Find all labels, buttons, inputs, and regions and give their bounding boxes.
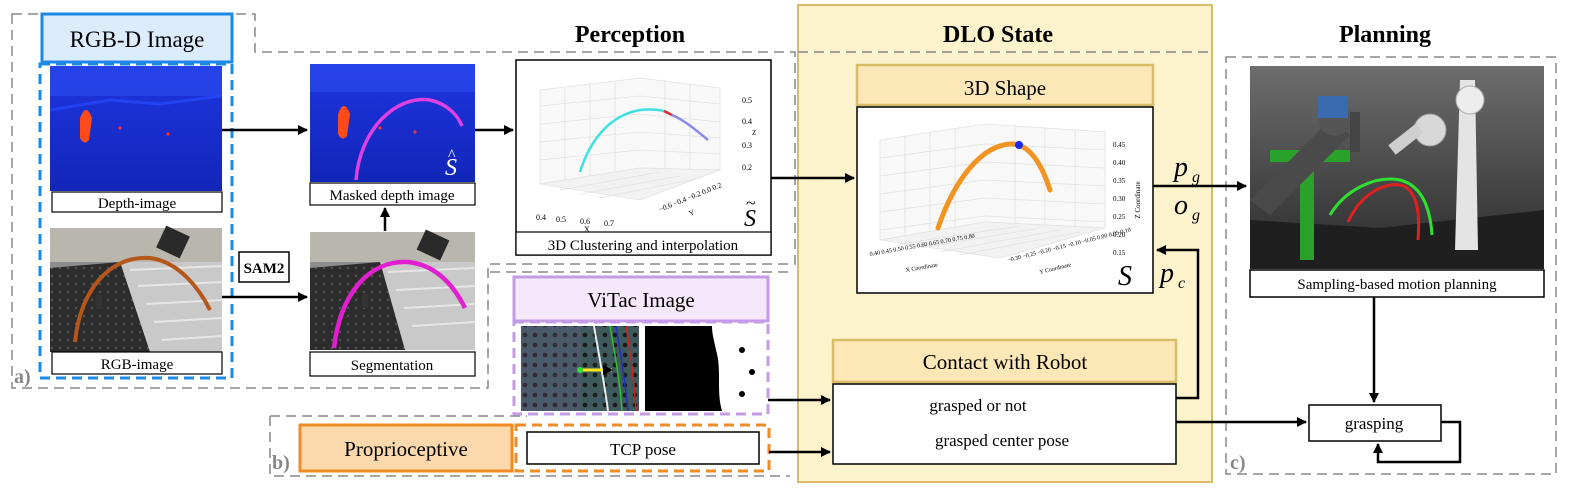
clustering-z-tick-1: 0.4: [742, 117, 752, 126]
planning-caption-box: [1249, 269, 1545, 298]
proprio-title-box: [298, 423, 514, 473]
clustering-curve-red: [663, 109, 673, 117]
rgbd-frame: [38, 62, 234, 380]
shape3d-z-tick-2: 0.35: [1113, 177, 1126, 185]
depth-caption-box: [51, 191, 223, 213]
segmentation-image: [310, 229, 476, 350]
contact-title: Contact with Robot: [923, 350, 1088, 374]
contact-box: [832, 383, 1177, 465]
panel-label-c: c): [1230, 452, 1246, 474]
shape3d-s-label: S: [1118, 261, 1132, 292]
vitac-binary-image: [645, 326, 761, 411]
shape3d-z-tick-0: 0.45: [1113, 141, 1126, 149]
rgbd-title: RGB-D Image: [70, 27, 205, 52]
region-a-outline: [11, 13, 796, 389]
tcp-label: TCP pose: [610, 440, 676, 459]
masked-depth-image: [310, 64, 475, 182]
vitac-tactile-image: [521, 325, 639, 412]
panel-label-b: b): [272, 452, 290, 474]
tcp-box: [526, 431, 760, 465]
heading-planning: Planning: [1339, 22, 1431, 48]
planning-sim-image: [1250, 66, 1544, 269]
label-pg-sub: g: [1192, 169, 1200, 186]
clustering-x-tick-2: 0.6: [580, 217, 590, 226]
clustering-caption: 3D Clustering and interpolation: [548, 238, 739, 254]
clustering-x-tick-0: 0.4: [536, 213, 546, 222]
segmentation-caption-box: [309, 351, 476, 377]
shape3d-title: 3D Shape: [964, 76, 1046, 100]
clustering-caption-box: [515, 231, 772, 256]
sam2-box: [238, 251, 290, 283]
shape3d-z-tick-6: 0.15: [1113, 249, 1126, 257]
region-outlines: [11, 13, 1557, 477]
vitac-frame: [512, 320, 770, 416]
arrow-grasping-loop: [1373, 420, 1462, 464]
shape3d-x-axis: X Coordinate: [905, 262, 938, 274]
rgb-image: [50, 225, 223, 352]
contact-line1: grasped or not: [929, 396, 1027, 415]
shape3d-title-box: [855, 63, 1155, 107]
rgbd-title-box: [40, 12, 234, 64]
depth-caption: Depth-image: [98, 196, 177, 212]
shape3d-z-tick-5: 0.20: [1113, 231, 1126, 239]
masked-caption: Masked depth image: [330, 188, 455, 204]
region-c-outline: [1225, 56, 1557, 475]
clustering-z-tick-0: 0.5: [742, 96, 752, 105]
contact-line2: grasped center pose: [935, 431, 1069, 450]
region-b-outline: [269, 416, 790, 477]
clustering-z-tick-2: 0.3: [742, 141, 752, 150]
planning-caption: Sampling-based motion planning: [1297, 277, 1497, 293]
arrow-contact-to-shape: [1156, 245, 1200, 400]
contact-title-box: [831, 338, 1178, 384]
clustering-z-axis: Z: [752, 129, 756, 137]
arrows: [222, 125, 1462, 464]
clustering-x-axis: X: [584, 225, 590, 234]
segmentation-caption: Segmentation: [351, 358, 434, 374]
vitac-title-box: [512, 275, 770, 323]
clustering-z-tick-3: 0.2: [742, 163, 752, 172]
shape3d-z-axis: Z Coordinate: [1134, 181, 1142, 218]
shape3d-curve: [935, 141, 1053, 231]
clustering-curve-purple: [671, 113, 709, 141]
panel-label-a: a): [14, 366, 31, 388]
clustering-x-tick-1: 0.5: [556, 215, 566, 224]
shape3d-plot: [879, 123, 1106, 259]
masked-caption-box: [309, 182, 476, 206]
grasping-box: [1308, 404, 1442, 442]
label-pg: p: [1172, 152, 1188, 183]
shape3d-grasp-point: [1015, 141, 1023, 149]
rgb-caption-box: [51, 351, 223, 375]
shape3d-z-tick-4: 0.25: [1113, 213, 1126, 221]
heading-dlo-state: DLO State: [943, 22, 1053, 48]
s-tilde-accent: ~: [746, 193, 756, 213]
shape3d-z-tick-1: 0.40: [1113, 159, 1126, 167]
shape3d-z-tick-3: 0.30: [1113, 195, 1126, 203]
label-pc: p: [1158, 258, 1174, 289]
label-og: o: [1174, 190, 1188, 221]
s-hat-accent: ^: [448, 147, 456, 164]
vitac-title: ViTac Image: [587, 288, 694, 312]
label-pc-sub: c: [1178, 275, 1185, 292]
heading-perception: Perception: [575, 22, 685, 48]
tcp-frame: [514, 423, 771, 473]
rgb-caption: RGB-image: [101, 357, 174, 373]
clustering-x-tick-3: 0.7: [604, 219, 614, 228]
clustering-y-axis: Y: [687, 207, 696, 218]
grasping-label: grasping: [1345, 414, 1404, 433]
s-hat-label: S: [445, 155, 457, 181]
label-og-sub: g: [1192, 207, 1200, 224]
proprio-title: Proprioceptive: [344, 437, 468, 461]
s-tilde-label: S: [744, 206, 756, 232]
depth-image: [49, 66, 223, 191]
sam2-label: SAM2: [244, 261, 285, 277]
